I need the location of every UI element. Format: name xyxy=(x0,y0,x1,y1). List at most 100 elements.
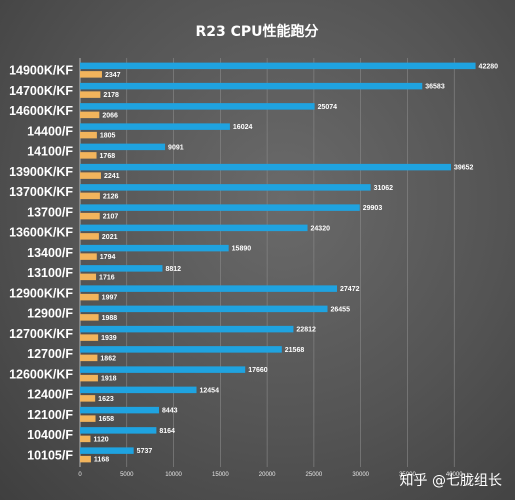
category-label: 12400/F xyxy=(27,388,73,402)
category-label: 12900K/KF xyxy=(9,286,73,300)
bar-multi-core xyxy=(80,103,315,110)
data-label: 1168 xyxy=(94,457,109,464)
bar-multi-core xyxy=(80,163,451,171)
category-label: 12100/F xyxy=(27,408,73,422)
bar-single-core xyxy=(80,435,91,443)
bar-single-core xyxy=(80,334,99,341)
data-label: 2347 xyxy=(105,72,121,79)
bar-single-core xyxy=(80,91,101,98)
category-labels: 14900K/KF 14700K/KF 14600K/KF 14400/F 14100/… xyxy=(9,64,73,463)
category-label: 13100/F xyxy=(27,266,73,280)
bar-multi-core xyxy=(80,366,246,373)
bar-single-core xyxy=(80,71,102,78)
bar-single-core xyxy=(80,354,98,362)
bar-single-core xyxy=(80,152,97,159)
bar-single-core xyxy=(80,374,98,382)
data-label: 9091 xyxy=(168,144,184,151)
bar-single-core xyxy=(80,415,96,422)
data-label: 2107 xyxy=(103,214,119,221)
bar-single-core xyxy=(80,253,97,260)
data-label: 42280 xyxy=(479,63,499,70)
bar-single-core xyxy=(80,293,99,301)
data-label: 39652 xyxy=(454,165,474,172)
category-label: 13700/F xyxy=(27,205,73,219)
category-label: 10400/F xyxy=(27,428,73,442)
data-label: 8164 xyxy=(159,428,175,435)
data-label: 31062 xyxy=(374,185,394,192)
x-tick-label: 5000 xyxy=(120,472,134,478)
data-label: 2066 xyxy=(102,112,118,119)
data-label: 1862 xyxy=(100,355,116,362)
bar-multi-core xyxy=(80,427,157,434)
category-label: 13900K/KF xyxy=(9,165,73,179)
data-label: 16024 xyxy=(233,124,253,131)
x-tick-label: 15000 xyxy=(212,472,229,478)
bar-multi-core xyxy=(80,204,360,211)
data-label: 17660 xyxy=(248,367,268,374)
bar-multi-core xyxy=(80,285,338,292)
bar-single-core xyxy=(80,273,97,281)
bar-multi-core xyxy=(80,406,159,414)
data-label: 1768 xyxy=(100,153,116,160)
bar-multi-core xyxy=(80,244,229,252)
category-label: 12900/F xyxy=(27,307,73,321)
data-label: 2178 xyxy=(103,92,119,99)
bar-single-core xyxy=(80,395,96,402)
category-label: 10105/F xyxy=(27,448,73,462)
x-tick-label: 10000 xyxy=(165,472,182,478)
category-label: 13600K/KF xyxy=(9,226,73,240)
data-label: 22812 xyxy=(296,327,316,334)
category-label: 14600K/KF xyxy=(9,104,73,118)
data-label: 15890 xyxy=(232,246,252,253)
data-label: 26455 xyxy=(331,306,351,313)
category-label: 14400/F xyxy=(27,124,73,138)
x-tick-label: 30000 xyxy=(352,472,369,478)
bar-single-core xyxy=(80,192,100,200)
bar-single-core xyxy=(80,131,97,139)
bar-multi-core xyxy=(80,143,166,151)
data-label: 24320 xyxy=(311,225,331,232)
bar-multi-core xyxy=(80,184,371,191)
data-label: 1918 xyxy=(101,376,117,383)
x-tick-labels: 0 5000 10000 15000 20000 25000 30000 35000 40000 xyxy=(78,472,463,478)
category-label: 13400/F xyxy=(27,246,73,260)
bar-multi-core xyxy=(80,82,423,90)
data-label: 25074 xyxy=(318,104,338,111)
category-label: 14100/F xyxy=(27,145,73,159)
data-label: 5737 xyxy=(137,448,153,455)
bar-multi-core xyxy=(80,224,308,232)
category-label: 12700/F xyxy=(27,347,73,361)
data-label: 1805 xyxy=(100,133,116,140)
bar-multi-core xyxy=(80,346,282,353)
data-label: 1120 xyxy=(93,436,108,443)
data-label: 1988 xyxy=(102,315,118,322)
bar-single-core xyxy=(80,314,99,321)
bars: 42280 2347 36583 2178 25074 2066 16024 1805 9091… xyxy=(80,62,499,464)
chart-title: R23 CPU性能跑分 xyxy=(195,23,318,40)
data-label: 21568 xyxy=(285,347,305,354)
bar-multi-core xyxy=(80,305,328,313)
data-label: 1939 xyxy=(101,335,117,342)
category-label: 12600K/KF xyxy=(9,367,73,381)
x-tick-label: 20000 xyxy=(259,472,276,478)
data-label: 2241 xyxy=(104,173,120,180)
x-tick-label: 35000 xyxy=(399,472,416,478)
data-label: 12454 xyxy=(200,387,220,394)
data-label: 2021 xyxy=(102,234,118,241)
category-label: 12700K/KF xyxy=(9,327,73,341)
category-label: 13700K/KF xyxy=(9,185,73,199)
data-label: 1716 xyxy=(99,274,115,281)
data-label: 29903 xyxy=(363,205,383,212)
bar-single-core xyxy=(80,172,101,179)
bar-single-core xyxy=(80,455,91,463)
data-label: 36583 xyxy=(425,84,445,91)
bar-single-core xyxy=(80,233,99,240)
x-tick-label: 0 xyxy=(78,472,82,478)
bar-multi-core xyxy=(80,386,197,394)
x-tick-label: 25000 xyxy=(306,472,323,478)
x-tick-label: 40000 xyxy=(446,472,463,478)
bar-multi-core xyxy=(80,62,476,70)
data-label: 1997 xyxy=(102,295,118,302)
